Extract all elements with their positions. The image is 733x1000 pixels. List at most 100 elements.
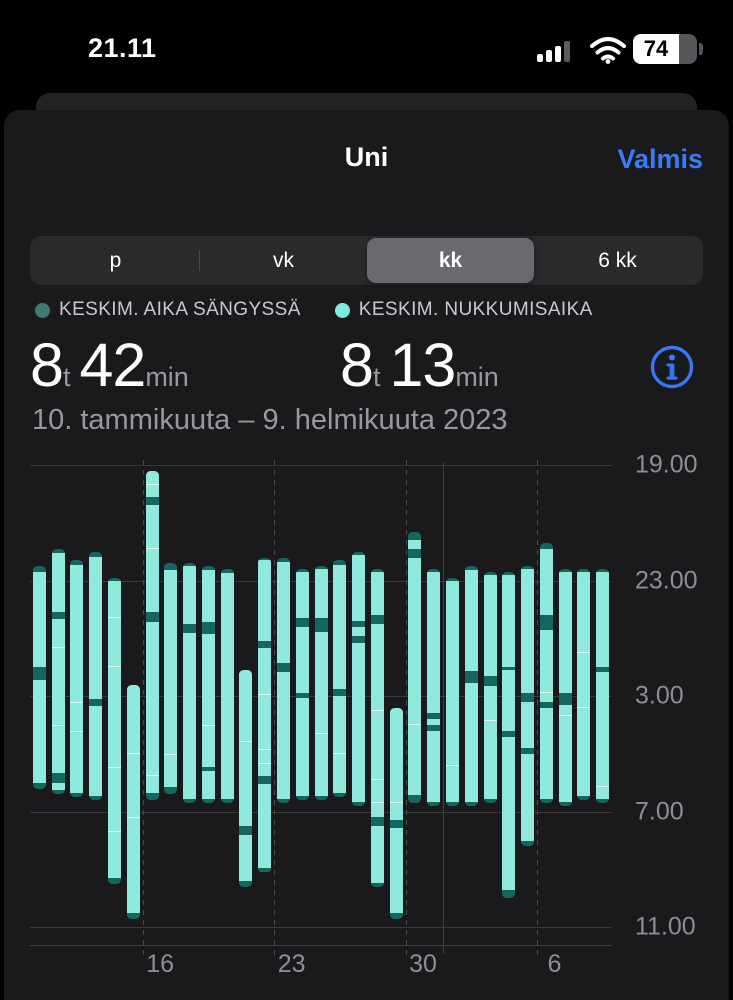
sleep-bar[interactable] [89,551,103,801]
bar-segment-asleep [183,632,197,799]
bar-segment-in-bed [51,789,65,795]
sleep-bar[interactable] [445,577,459,806]
sleep-bar[interactable] [539,543,553,804]
sleep-bar[interactable] [258,557,272,873]
bar-segment-asleep [201,726,215,767]
sleep-bar[interactable] [164,563,178,795]
legend-dot-icon [35,302,50,318]
bar-segment-in-bed [352,635,365,643]
bar-segment-asleep [314,632,328,734]
legend-item: KESKIM. AIKA SÄNGYSSÄ [35,299,301,321]
bar-segment-asleep [577,652,591,708]
bar-segment-asleep [389,803,403,821]
bar-segment-in-bed [596,798,610,804]
bar-segment-in-bed [201,566,215,571]
sleep-bar[interactable] [558,569,572,806]
sleep-bar[interactable] [521,566,534,847]
bar-segment-asleep [333,753,347,793]
bar-segment-asleep [370,826,384,883]
sleep-bar[interactable] [108,577,121,884]
bar-segment-in-bed [577,569,591,572]
bar-segment-in-bed [408,548,422,558]
bar-segment-in-bed [295,693,309,698]
bar-segment-asleep [51,619,65,649]
bar-segment-asleep [108,618,121,668]
sleep-bar[interactable] [577,569,591,801]
bar-segment-asleep [108,768,121,832]
sleep-bar[interactable] [126,684,140,919]
bar-segment-asleep [483,720,497,799]
bar-segment-asleep [370,710,384,780]
bar-segment-asleep [352,642,365,802]
sleep-bar[interactable] [502,571,516,899]
done-button[interactable]: Valmis [617,144,703,174]
bar-segment-in-bed [502,667,516,671]
bar-segment-asleep [70,732,84,793]
bar-segment-in-bed [483,675,497,686]
bar-segment-asleep [145,622,159,776]
bar-segment-in-bed [126,912,140,919]
bar-segment-in-bed [32,782,46,789]
bar-segment-asleep [352,626,365,636]
bar-segment-asleep [201,570,215,623]
bar-segment-asleep [370,623,384,711]
in-bed-hours: 8 [30,331,64,399]
bar-segment-in-bed [164,563,178,571]
bar-segment-in-bed [277,662,290,672]
bar-segment-asleep [145,548,159,613]
sleep-bar[interactable] [464,566,478,806]
sleep-bar[interactable] [408,531,422,804]
sleep-bar[interactable] [277,557,290,804]
segment-6kk[interactable]: 6 kk [534,238,701,283]
sleep-bar[interactable] [352,551,365,806]
bar-segment-in-bed [370,569,384,572]
bar-segment-asleep [558,704,572,717]
bar-segment-asleep [89,557,103,700]
bar-segment-asleep [258,560,272,642]
bar-segment-asleep [108,831,121,879]
cellular-signal-icon [537,40,581,62]
sleep-bar[interactable] [389,707,403,919]
bar-segment-in-bed [51,612,65,620]
sleep-bar[interactable] [51,548,65,795]
sleep-bar[interactable] [483,571,497,803]
bar-segment-asleep [464,570,478,672]
asleep-hours: 8 [340,331,374,399]
segment-kk[interactable]: kk [367,238,534,283]
status-bar: 21.11 74 [0,0,733,80]
sleep-bar[interactable] [32,566,46,789]
bar-segment-asleep [521,568,534,694]
bar-segment-in-bed [370,882,384,887]
sleep-bar[interactable] [333,560,347,798]
bar-segment-asleep [277,561,290,663]
bar-segment-in-bed [333,688,347,697]
bar-segment-in-bed [164,787,178,795]
segment-p[interactable]: p [32,238,199,283]
sleep-bar[interactable] [370,569,384,887]
segment-vk[interactable]: vk [200,238,367,283]
bar-segment-asleep [164,755,178,788]
sleep-bar[interactable] [183,563,197,804]
sleep-bar[interactable] [145,470,159,801]
bar-segment-asleep [51,726,65,773]
bar-segment-in-bed [408,531,422,541]
sleep-bar[interactable] [314,566,328,800]
bar-segment-asleep [239,670,253,743]
bar-segment-in-bed [51,772,65,783]
sleep-bar[interactable] [596,569,610,804]
sleep-bar[interactable] [220,569,234,803]
sleep-bar[interactable] [427,569,441,806]
bar-segment-asleep [445,765,459,802]
bar-segment-in-bed [89,551,103,558]
sleep-bar[interactable] [201,566,215,804]
info-button[interactable] [648,343,696,391]
bar-segment-asleep [201,771,215,799]
bar-segment-asleep [596,571,610,668]
bar-segment-in-bed [596,569,610,572]
bar-segment-asleep [126,753,140,818]
bar-segment-asleep [295,626,309,694]
bar-segment-asleep [258,648,272,695]
sleep-bar[interactable] [239,670,253,887]
sleep-bar[interactable] [70,560,84,798]
sleep-bar[interactable] [295,569,309,801]
